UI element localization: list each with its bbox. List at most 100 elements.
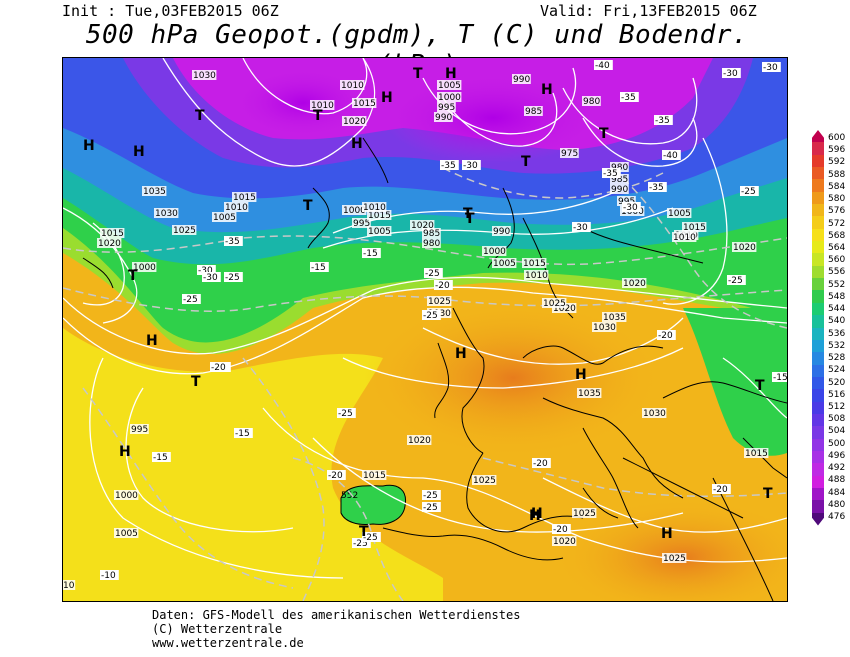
colorbar-label: 520 <box>828 377 846 388</box>
colorbar-label: 560 <box>828 255 846 266</box>
isobar-label: 1025 <box>542 298 567 309</box>
isobar-label: 1030 <box>192 70 217 81</box>
isotherm-label: -40 <box>662 150 681 161</box>
isobar-label-text: 1020 <box>553 537 576 547</box>
isobar-label-text: 1025 <box>573 509 596 519</box>
isotherm-label-text: -20 <box>533 459 548 469</box>
isotherm-label: -20 <box>552 524 571 535</box>
isobar-label-text: 1000 <box>133 263 156 273</box>
colorbar-label: 552 <box>828 279 846 290</box>
isobar-label-text: 1025 <box>473 476 496 486</box>
isotherm-label: -30 <box>197 265 216 276</box>
isotherm-label: -20 <box>657 330 676 341</box>
isobar-label-text: 1005 <box>438 81 461 91</box>
low-pressure-center: T <box>599 126 609 142</box>
field-purple-core-west <box>233 68 373 138</box>
isotherm-label: -15 <box>772 372 787 383</box>
isotherm-label-text: -35 <box>649 183 664 193</box>
isotherm-label-text: -15 <box>363 249 378 259</box>
isobar-label: 1010 <box>524 270 549 281</box>
isobar-label: 1025 <box>427 296 452 307</box>
isobar-label: 1000 <box>482 246 507 257</box>
colorbar-swatch <box>812 179 824 193</box>
isobar-label-text: 1030 <box>155 209 178 219</box>
isotherm-label: -30 <box>622 202 641 213</box>
colorbar-swatch <box>812 204 824 217</box>
isobar-label: 1015 <box>362 470 387 481</box>
isobar-label-text: 1015 <box>363 471 386 481</box>
high-pressure-center: H <box>146 333 158 349</box>
isobar-label: 1000 <box>437 92 462 103</box>
isobar-label-text: 990 <box>513 75 530 85</box>
isotherms <box>63 167 787 601</box>
isobar-label: 1000 <box>342 205 367 216</box>
isobar-label-text: 985 <box>423 229 440 239</box>
colorbar-swatch <box>812 426 824 440</box>
isotherm-label: -25 <box>422 490 441 501</box>
colorbar-label: 488 <box>828 475 846 486</box>
high-pressure-center: H <box>119 444 131 460</box>
isobar-label: 1030 <box>642 408 667 419</box>
colorbar-label: 476 <box>828 512 846 522</box>
isotherm-label-text: -35 <box>441 161 456 171</box>
isotherm-label: -25 <box>424 268 443 279</box>
isobar-label: 1015 <box>232 192 257 203</box>
isobar-label-text: 1005 <box>493 259 516 269</box>
isobar-label-text: 990 <box>493 227 510 237</box>
isotherm-label-text: -40 <box>663 151 678 161</box>
isobar-label-text: 1020 <box>733 243 756 253</box>
high-pressure-center: H <box>529 508 541 524</box>
isobar-label: 1035 <box>577 388 602 399</box>
isobar-label-text: 1025 <box>663 554 686 564</box>
low-pressure-center: T <box>313 108 323 124</box>
isotherm-label: -30 <box>202 272 221 283</box>
low-pressure-center: T <box>195 108 205 124</box>
isobar-label: 1015 <box>352 98 377 109</box>
isobar-label: 985 <box>610 174 629 185</box>
isobar-label-text: 1010 <box>525 271 548 281</box>
colorbar-label: 580 <box>828 194 846 205</box>
isobar-label-text: 1020 <box>553 304 576 314</box>
isobar-label-text: 1010 <box>673 233 696 243</box>
colorbar-swatch <box>812 191 824 205</box>
colorbar-swatch <box>812 500 824 514</box>
isobar-label: 990 <box>492 226 511 237</box>
isotherm-label-text: -15 <box>773 373 787 383</box>
low-pressure-center: T <box>763 486 773 502</box>
init-time: Init : Tue,03FEB2015 06Z <box>62 2 279 20</box>
isobar-label: 1000 <box>132 262 157 273</box>
isotherm-label-text: -30 <box>203 273 218 283</box>
colorbar-swatch <box>812 142 824 156</box>
colorbar-label: 516 <box>828 389 846 400</box>
colorbar-swatch <box>812 487 824 501</box>
isobar-label: 1005 <box>212 212 237 223</box>
colorbar-swatch <box>812 339 824 353</box>
isotherm-label-text: -35 <box>225 237 240 247</box>
colorbar <box>812 130 824 526</box>
isobar-label: 1005 <box>492 258 517 269</box>
isobar-label-text: 1005 <box>668 209 691 219</box>
colorbar-label: 572 <box>828 218 846 229</box>
isobar-label: 1015 <box>367 210 392 221</box>
isotherm-label: -30 <box>462 160 481 171</box>
isobar-label-text: 1025 <box>428 297 451 307</box>
low-pressure-center: T <box>465 211 475 227</box>
isotherm-label: -25 <box>422 310 441 321</box>
isobar-label-text: 1010 <box>341 81 364 91</box>
isobar-label-text: 1020 <box>98 239 121 249</box>
field-yellow-west <box>63 328 443 601</box>
isotherm-label: -25 <box>727 275 746 286</box>
isobar-label: 1025 <box>472 475 497 486</box>
colorbar-label: 576 <box>828 206 846 217</box>
valid-time: Valid: Fri,13FEB2015 06Z <box>540 2 757 20</box>
isotherm-label: -25 <box>224 272 243 283</box>
isotherm-label: -10 <box>100 570 119 581</box>
isotherm-label: -35 <box>224 236 243 247</box>
colorbar-label: 480 <box>828 499 846 510</box>
isotherm-label: -35 <box>648 182 667 193</box>
colorbar-label: 556 <box>828 267 846 278</box>
isotherm-label: -25 <box>352 538 371 549</box>
isotherm-label: -20 <box>712 484 731 495</box>
isobar-label-text: 1015 <box>233 193 256 203</box>
isobar-label-text: 1005 <box>115 529 138 539</box>
